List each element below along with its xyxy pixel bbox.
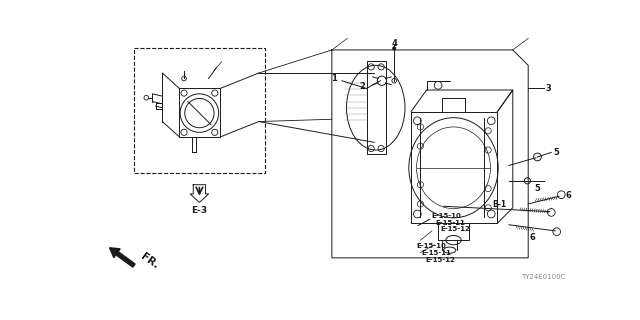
Text: E-15-12: E-15-12 <box>440 226 470 232</box>
Text: TY24E0100C: TY24E0100C <box>521 274 565 280</box>
Text: 3: 3 <box>546 84 552 93</box>
Text: FR.: FR. <box>140 251 161 271</box>
Text: E-15-11: E-15-11 <box>421 250 451 256</box>
Text: B-1: B-1 <box>492 200 506 209</box>
Text: 6: 6 <box>530 233 536 242</box>
Text: E-15-11: E-15-11 <box>436 220 466 226</box>
Text: E-15-10: E-15-10 <box>417 243 447 249</box>
Text: 5: 5 <box>534 184 540 193</box>
FancyArrow shape <box>109 248 135 267</box>
Text: 6: 6 <box>565 191 571 200</box>
Text: E-15-10: E-15-10 <box>431 213 461 219</box>
Text: 1: 1 <box>332 74 337 83</box>
Ellipse shape <box>393 47 396 50</box>
Text: E-15-12: E-15-12 <box>426 257 456 263</box>
Text: 2: 2 <box>360 82 365 91</box>
Text: 5: 5 <box>554 148 559 157</box>
Bar <box>134 48 265 173</box>
Text: 4: 4 <box>391 38 397 47</box>
Text: E-3: E-3 <box>191 206 207 215</box>
